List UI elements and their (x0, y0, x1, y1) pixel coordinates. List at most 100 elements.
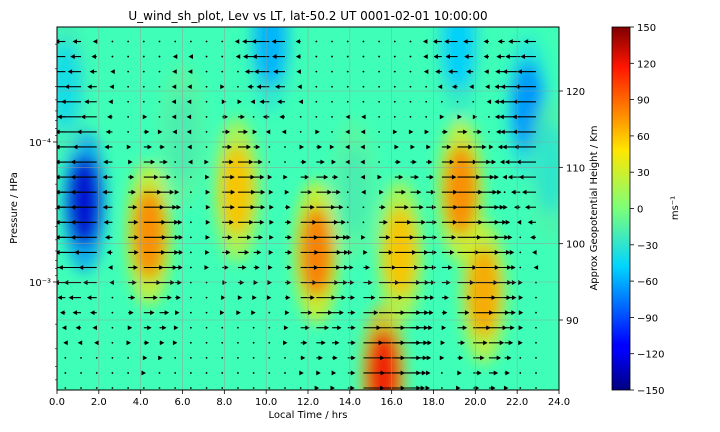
wind-vector-head (147, 325, 152, 331)
wind-vector-head (318, 355, 323, 361)
wind-vector-head (304, 174, 310, 180)
wind-vector-head (488, 144, 494, 150)
wind-vector-dot (205, 70, 208, 73)
wind-vector-head (72, 144, 78, 150)
wind-vector-head (511, 189, 516, 195)
wind-vector-dot (519, 251, 522, 254)
wind-vector-head (242, 265, 247, 270)
wind-vector-head (205, 204, 211, 210)
wind-vector-dot (95, 372, 98, 374)
wind-vector-dot (111, 341, 114, 344)
wind-vector-head (187, 144, 192, 150)
wind-vector-head (252, 295, 257, 301)
wind-vector-head (172, 69, 177, 75)
wind-vector-head (204, 159, 209, 165)
wind-vector-dot (393, 115, 396, 118)
wind-vector-head (226, 250, 231, 255)
wind-vector-head (86, 295, 92, 301)
wind-vector-head (307, 310, 313, 316)
wind-vector-head (268, 250, 274, 255)
wind-vector-dot (488, 131, 490, 133)
wind-vector-head (310, 295, 315, 301)
wind-vector-head (102, 189, 107, 195)
wind-vector-head (368, 280, 373, 285)
wind-vector-head (495, 69, 500, 75)
wind-vector-head (313, 265, 319, 270)
wind-vector-dot (535, 372, 537, 374)
wind-vector-head (229, 159, 234, 165)
wind-vector-head (157, 129, 163, 135)
wind-vector-head (398, 174, 404, 180)
wind-vector-dot (205, 131, 208, 133)
wind-vector-head (142, 355, 148, 361)
wind-vector-head (444, 295, 449, 301)
wind-vector-head (435, 69, 440, 75)
wind-vector-dot (378, 85, 381, 88)
wind-vector-head (331, 159, 337, 165)
wind-vector-head (433, 54, 438, 59)
wind-vector-head (448, 69, 453, 75)
wind-vector-head (57, 204, 60, 210)
wind-vector-dot (237, 341, 239, 344)
wind-vector-head (361, 234, 366, 240)
colorbar-tick-label: −90 (637, 313, 658, 324)
wind-vector-dot (127, 70, 130, 73)
wind-vector-head (255, 144, 261, 150)
wind-vector-head (172, 340, 178, 346)
wind-vector-dot (111, 296, 114, 299)
wind-vector-head (521, 189, 527, 195)
wind-vector-head (84, 99, 89, 105)
wind-vector-head (57, 250, 60, 255)
wind-vector-head (171, 99, 177, 105)
wind-vector-head (422, 355, 428, 361)
wind-vector-head (432, 234, 438, 240)
wind-vector-dot (127, 372, 130, 374)
wind-vector-dot (519, 387, 522, 389)
wind-vector-dot (174, 146, 177, 148)
wind-vector-head (431, 204, 437, 210)
wind-vector-head (507, 174, 513, 180)
wind-vector-head (64, 84, 70, 90)
wind-vector-head (430, 295, 435, 301)
wind-vector-dot (409, 85, 412, 88)
wind-vector-head (51, 265, 56, 270)
wind-vector-head (392, 129, 398, 135)
wind-vector-head (286, 280, 292, 285)
wind-vector-head (57, 174, 60, 180)
wind-vector-head (505, 219, 511, 225)
wind-vector-head (267, 174, 273, 180)
wind-vector-head (133, 219, 139, 225)
wind-vector-head (220, 84, 225, 90)
wind-vector-head (338, 204, 344, 210)
wind-vector-dot (519, 266, 522, 269)
wind-vector-dot (378, 131, 381, 133)
wind-vector-head (346, 234, 352, 240)
wind-vector-dot (393, 100, 396, 103)
wind-vector-dot (158, 70, 161, 73)
wind-vector-head (316, 370, 321, 376)
wind-vector-head (253, 280, 259, 285)
wind-vector-head (333, 174, 339, 180)
wind-vector-dot (378, 115, 381, 118)
wind-vector-head (187, 69, 193, 75)
wind-vector-dot (315, 100, 318, 103)
x-axis-label: Local Time / hrs (269, 410, 348, 421)
wind-vector-head (230, 174, 235, 180)
wind-vector-head (258, 159, 263, 165)
wind-vector-head (255, 265, 260, 270)
wind-vector-dot (393, 85, 396, 88)
wind-vector-head (75, 325, 81, 331)
wind-vector-head (451, 174, 457, 180)
wind-vector-head (439, 355, 445, 361)
wind-vector-dot (252, 356, 255, 359)
wind-vector-dot (189, 266, 192, 269)
wind-vector-dot (205, 115, 208, 118)
wind-vector-head (437, 84, 443, 90)
wind-vector-head (108, 99, 113, 105)
wind-vector-head (72, 39, 77, 44)
wind-vector-dot (142, 55, 145, 58)
wind-vector-head (177, 280, 182, 285)
wind-vector-dot (362, 206, 365, 209)
x-tick-label: 6.0 (175, 397, 191, 408)
wind-vector-head (250, 174, 255, 180)
